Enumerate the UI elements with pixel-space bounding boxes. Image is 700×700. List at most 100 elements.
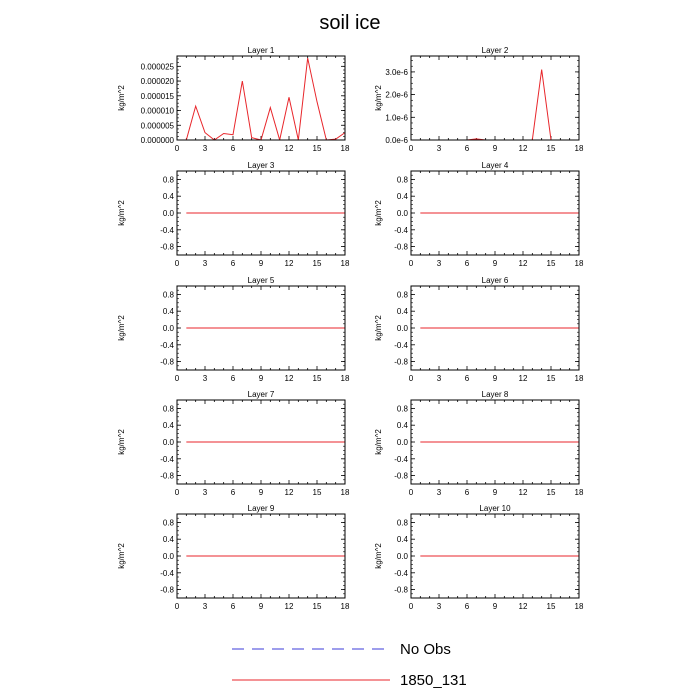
y-tick-label: 0.0: [397, 552, 409, 561]
x-tick-label: 12: [519, 602, 528, 611]
y-tick-label: 0.0: [163, 324, 175, 333]
y-tick-label: 0.0: [397, 438, 409, 447]
plot-frame: [176, 399, 346, 485]
panel-title: Layer 3: [248, 161, 275, 170]
y-tick-label: -0.4: [160, 341, 174, 350]
x-tick-label: 0: [175, 602, 180, 611]
y-tick-label: 0.000025: [141, 62, 175, 71]
x-tick-label: 6: [465, 488, 470, 497]
y-tick-label: 2.0e-6: [385, 91, 408, 100]
y-tick-label: -0.8: [394, 243, 408, 252]
x-tick-label: 18: [341, 144, 350, 153]
legend-label-no-obs: No Obs: [400, 641, 451, 658]
x-tick-label: 15: [547, 374, 556, 383]
y-tick-label: 0.8: [163, 518, 175, 527]
x-tick-label: 0: [175, 259, 180, 268]
x-tick-label: 9: [493, 488, 498, 497]
x-tick-label: 12: [285, 259, 294, 268]
x-tick-label: 12: [519, 259, 528, 268]
y-tick-label: -0.8: [394, 472, 408, 481]
x-tick-label: 6: [465, 144, 470, 153]
x-tick-label: 18: [341, 259, 350, 268]
plot-frame: [410, 170, 580, 256]
y-tick-label: -0.4: [160, 569, 174, 578]
x-tick-label: 15: [547, 488, 556, 497]
panel-layer-1: Layer 1 kg/m^2 0 3 6 9 12 15 18 0.000000 0.000005 0…: [117, 46, 350, 153]
x-tick-label: 3: [437, 374, 442, 383]
y-tick-label: 1.0e-6: [385, 113, 408, 122]
plot-frame: [176, 285, 346, 371]
x-tick-label: 9: [493, 144, 498, 153]
x-tick-label: 6: [231, 259, 236, 268]
x-tick-label: 15: [547, 144, 556, 153]
x-tick-label: 0: [175, 144, 180, 153]
y-axis-label: kg/m^2: [117, 429, 126, 455]
y-tick-label: 0.0: [397, 209, 409, 218]
x-tick-label: 12: [285, 602, 294, 611]
x-tick-label: 15: [313, 259, 322, 268]
figure-title: soil ice: [319, 12, 380, 34]
panel-layer-5: Layer 5 kg/m^2 0 3 6 9 12 15 18 0.8 0.4 0.0 -0.4 -0.8: [117, 276, 350, 383]
y-tick-label: 0.8: [163, 175, 175, 184]
y-tick-label: 0.4: [397, 421, 409, 430]
y-axis-label: kg/m^2: [374, 543, 383, 569]
plot-frame: [176, 170, 346, 256]
x-tick-label: 12: [285, 144, 294, 153]
y-tick-label: -0.4: [394, 455, 408, 464]
panel-title: Layer 2: [482, 46, 509, 55]
y-tick-label: 0.000010: [141, 107, 175, 116]
panel-title: Layer 6: [482, 276, 509, 285]
x-tick-label: 0: [409, 259, 414, 268]
x-tick-label: 0: [409, 602, 414, 611]
y-tick-label: 0.4: [163, 421, 175, 430]
y-axis-label: kg/m^2: [117, 543, 126, 569]
x-tick-label: 9: [493, 259, 498, 268]
x-tick-label: 0: [175, 374, 180, 383]
y-tick-label: -0.8: [160, 586, 174, 595]
x-tick-label: 6: [231, 602, 236, 611]
x-tick-label: 15: [313, 144, 322, 153]
x-tick-label: 6: [231, 488, 236, 497]
plot-frame: [176, 513, 346, 599]
y-tick-label: 0.000000: [141, 136, 175, 145]
y-tick-label: 0.0e-6: [385, 136, 408, 145]
x-tick-label: 18: [341, 374, 350, 383]
panels: Layer 1kg/m^20 3 6 9 12 15 180.0000000.0000050…: [117, 46, 584, 611]
y-axis-label: kg/m^2: [374, 429, 383, 455]
panel-layer-6: Layer 6 kg/m^2 0 3 6 9 12 15 18 0.8 0.4 0.0 -0.4 -0.8: [374, 276, 584, 383]
y-tick-label: -0.4: [394, 569, 408, 578]
plot-frame: [410, 55, 580, 141]
legend: No Obs 1850_131: [232, 641, 467, 689]
x-tick-label: 9: [259, 602, 264, 611]
x-tick-label: 9: [259, 259, 264, 268]
x-tick-label: 9: [259, 144, 264, 153]
y-tick-label: -0.4: [394, 226, 408, 235]
y-tick-label: 0.8: [163, 290, 175, 299]
y-tick-label: 0.4: [397, 192, 409, 201]
y-tick-label: -0.4: [394, 341, 408, 350]
x-tick-label: 3: [203, 144, 208, 153]
x-tick-label: 12: [519, 144, 528, 153]
y-tick-label: 0.8: [397, 175, 409, 184]
y-tick-label: 0.000020: [141, 77, 175, 86]
x-tick-label: 9: [493, 374, 498, 383]
y-axis-label: kg/m^2: [374, 315, 383, 341]
y-tick-label: 0.8: [163, 404, 175, 413]
panel-title: Layer 4: [482, 161, 509, 170]
panel-layer-7: Layer 7 kg/m^2 0 3 6 9 12 15 18 0.8 0.4 0.0 -0.4 -0.8: [117, 390, 350, 497]
series-line-1850_131: [420, 69, 579, 141]
y-axis-label: kg/m^2: [117, 85, 126, 111]
x-tick-label: 0: [175, 488, 180, 497]
y-tick-label: 0.4: [397, 535, 409, 544]
x-tick-label: 9: [259, 488, 264, 497]
panel-title: Layer 7: [248, 390, 275, 399]
x-tick-label: 18: [341, 602, 350, 611]
plot-frame: [410, 513, 580, 599]
x-tick-label: 3: [203, 259, 208, 268]
y-tick-label: -0.8: [394, 358, 408, 367]
panel-layer-10: Layer 10 kg/m^2 0 3 6 9 12 15 18 0.8 0.4 0.0 -0.4 -0.…: [374, 504, 584, 611]
x-tick-label: 3: [437, 144, 442, 153]
y-tick-label: 0.8: [397, 518, 409, 527]
x-tick-label: 18: [575, 602, 584, 611]
x-tick-label: 12: [285, 374, 294, 383]
